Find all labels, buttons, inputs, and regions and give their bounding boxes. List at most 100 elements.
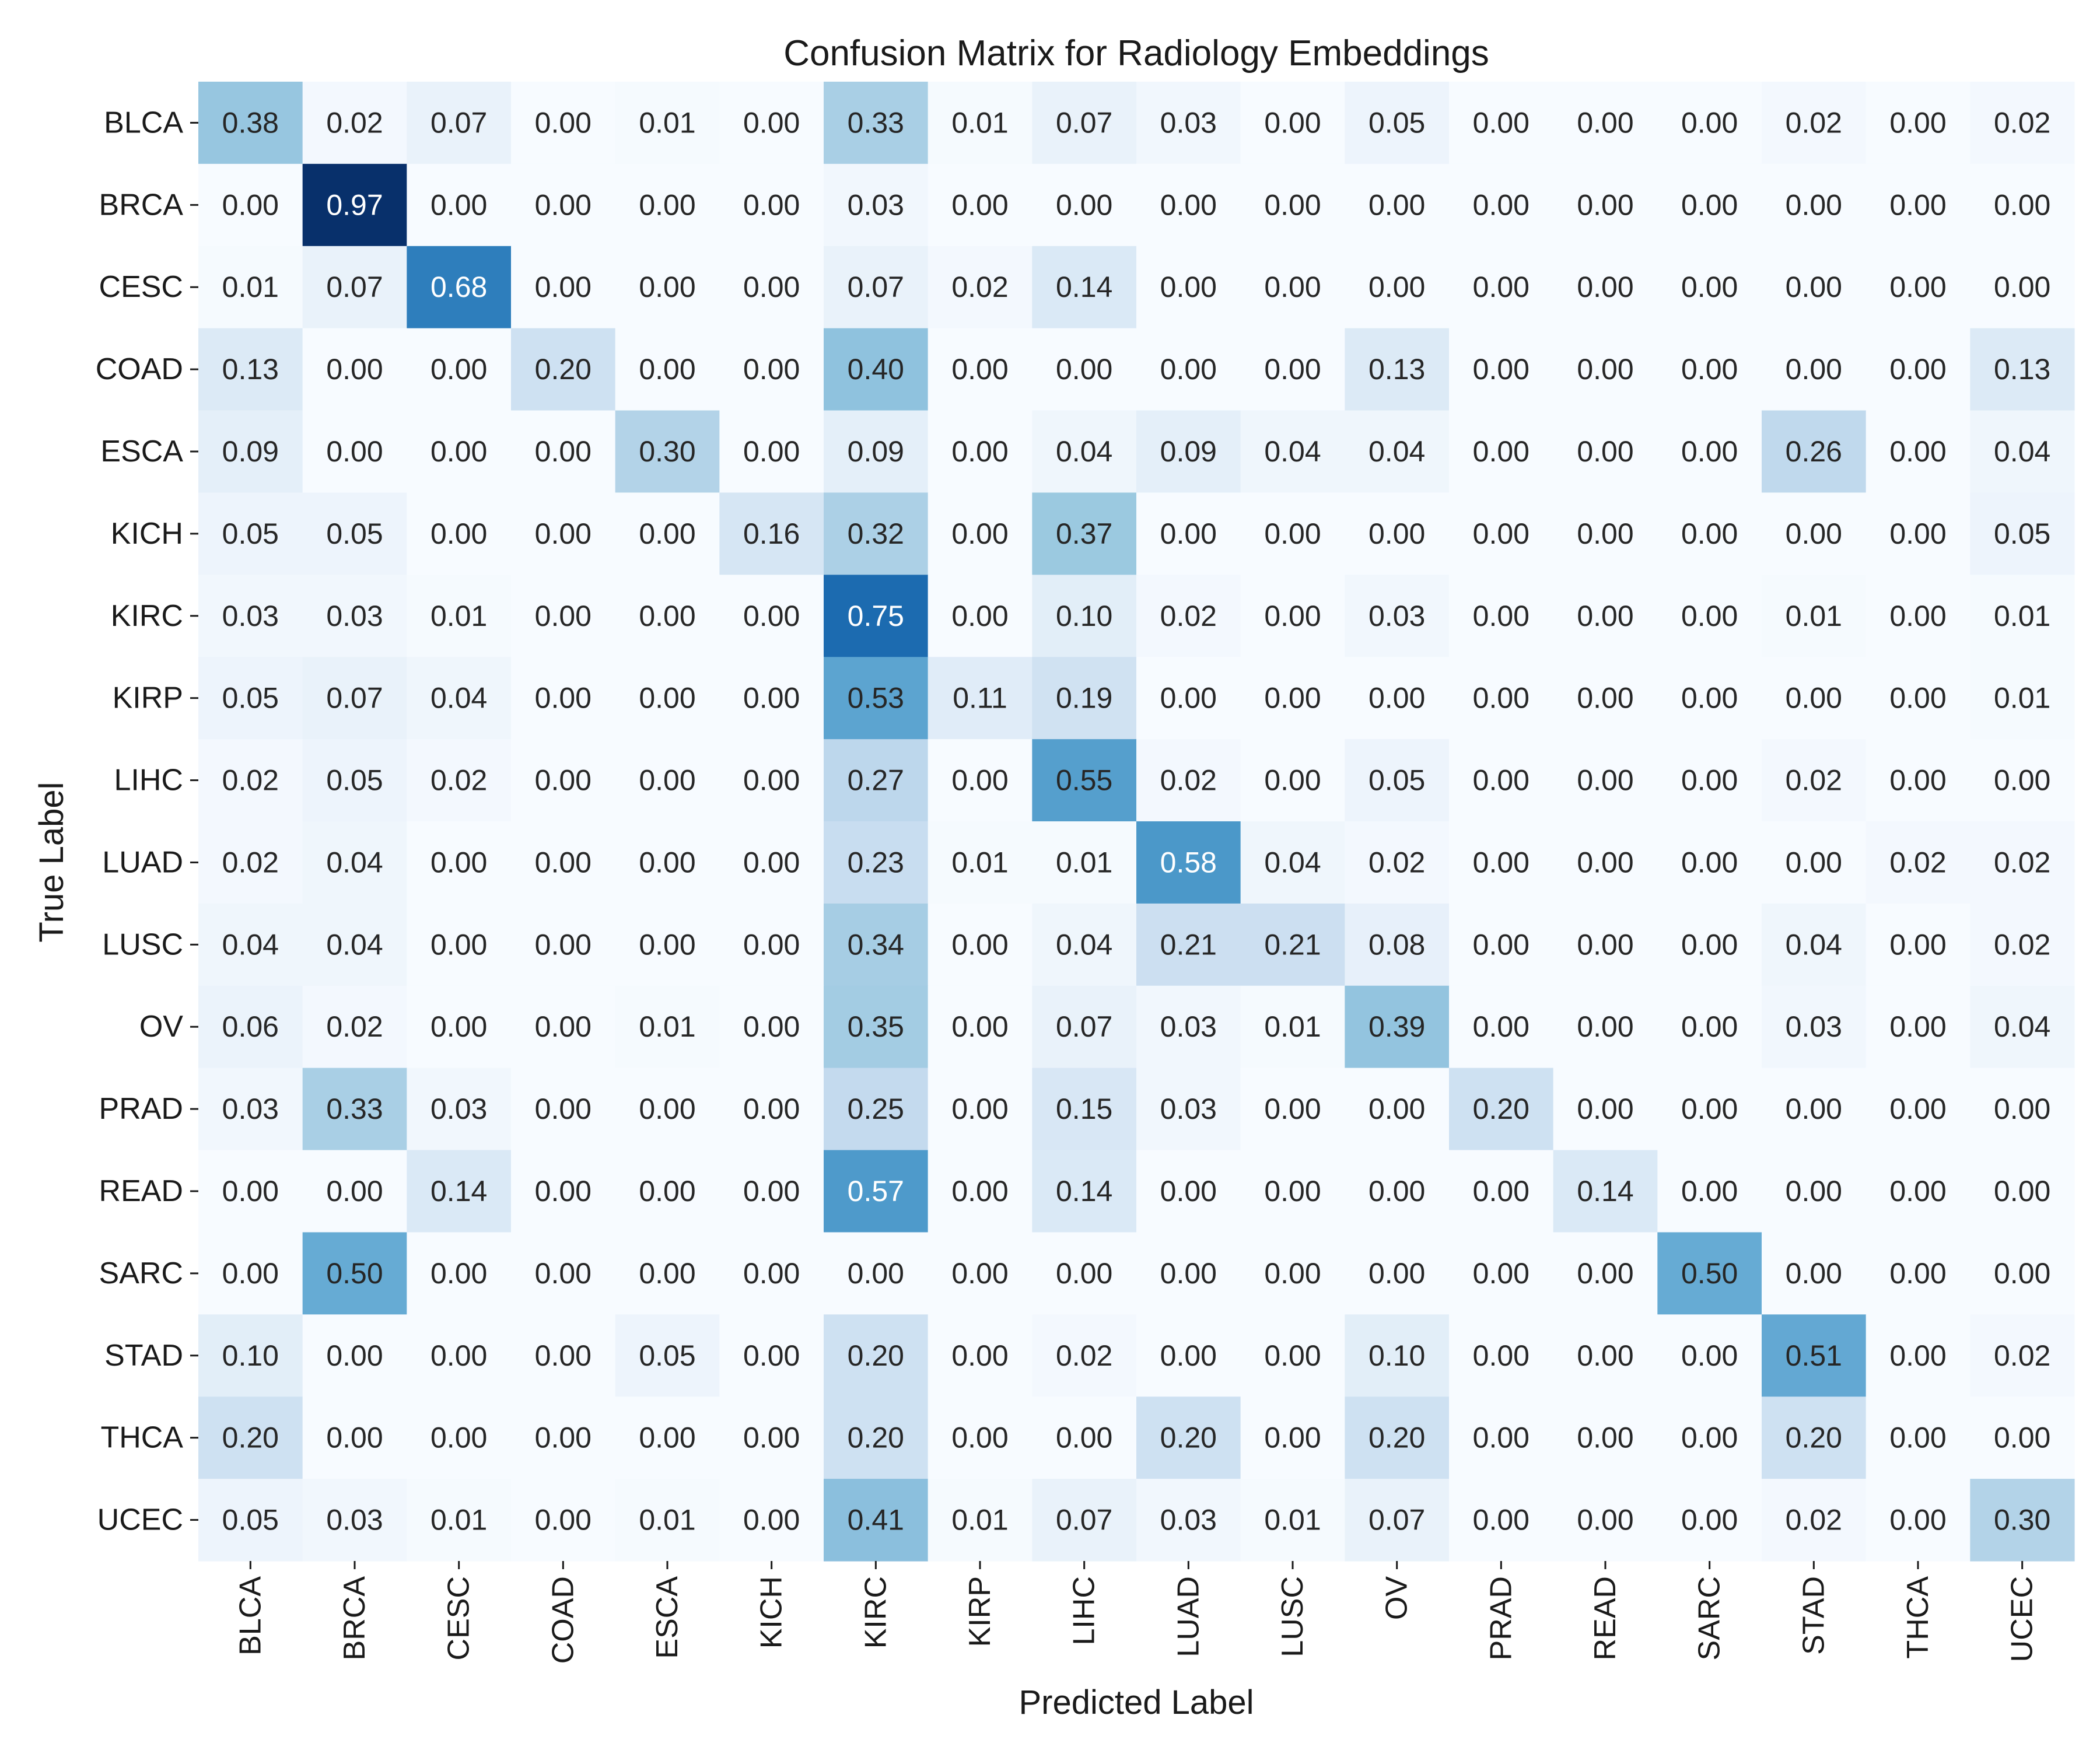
heatmap-cell-prad-prad [1449, 1068, 1554, 1151]
heatmap-cell-brca-thca [1866, 163, 1971, 247]
cell-value-label: 0.00 [1160, 1175, 1217, 1208]
heatmap-cell-kirp-prad [1449, 657, 1554, 740]
cell-value-label: 0.33 [326, 1093, 383, 1125]
cell-value-label: 0.00 [1994, 764, 2050, 797]
heatmap-cell-ucec-cesc [407, 1479, 512, 1562]
cell-value-label: 0.02 [1786, 1504, 1842, 1536]
heatmap-cell-kirc-ov [1345, 575, 1450, 657]
heatmap-cell-thca-coad [511, 1396, 616, 1479]
heatmap-cell-read-luad [1136, 1150, 1241, 1233]
heatmap-cell-kich-ucec [1970, 492, 2075, 575]
heatmap-cell-prad-kich [719, 1068, 824, 1151]
heatmap-cell-coad-kirp [928, 328, 1032, 411]
cell-value-label: 0.00 [535, 846, 592, 878]
heatmap-cell-luad-ucec [1970, 821, 2075, 904]
heatmap-cell-brca-prad [1449, 163, 1554, 247]
cell-value-label: 0.00 [1473, 928, 1530, 961]
cell-value-label: 0.00 [535, 1422, 592, 1454]
x-tick-label-blca: BLCA [233, 1576, 267, 1656]
cell-value-label: 0.20 [1473, 1093, 1530, 1125]
heatmap-cell-brca-brca [302, 163, 407, 247]
heatmap-cell-prad-sarc [1657, 1068, 1762, 1151]
heatmap-cell-ov-blca [198, 985, 303, 1069]
x-tick-label-prad: PRAD [1484, 1576, 1518, 1660]
cell-value-label: 0.00 [1889, 353, 1946, 386]
heatmap-cell-read-stad [1762, 1150, 1867, 1233]
cell-value-label: 0.00 [1577, 106, 1633, 139]
heatmap-cell-prad-ov [1345, 1068, 1450, 1151]
cell-value-label: 0.00 [1889, 682, 1946, 715]
heatmap-cell-lusc-blca [198, 903, 303, 986]
heatmap-cell-stad-esca [615, 1314, 720, 1397]
y-tick-label-kich: KICH [111, 517, 183, 551]
heatmap-cell-sarc-ucec [1970, 1232, 2075, 1315]
heatmap-cell-kirc-kich [719, 575, 824, 657]
heatmap-cell-blca-sarc [1657, 82, 1762, 164]
heatmap-cell-read-ov [1345, 1150, 1450, 1233]
heatmap-cell-blca-ucec [1970, 82, 2075, 164]
cell-value-label: 0.00 [951, 1257, 1008, 1290]
heatmap-cell-kirp-read [1553, 657, 1658, 740]
cell-value-label: 0.00 [639, 1093, 695, 1125]
heatmap-cell-lihc-cesc [407, 739, 512, 822]
x-axis-label: Predicted Label [1019, 1684, 1254, 1721]
cell-value-label: 0.00 [1473, 1339, 1530, 1372]
heatmap-cell-blca-kich [719, 82, 824, 164]
cell-value-label: 0.00 [430, 353, 487, 386]
x-axis-ticks: BLCA BRCA CESC COAD ESCA KICH KIRC KIRP LIHC LUAD… [233, 1561, 2039, 1664]
cell-value-label: 0.50 [326, 1257, 383, 1290]
heatmap-cell-coad-lusc [1240, 328, 1345, 411]
heatmap-cell-esca-lihc [1032, 410, 1137, 494]
cell-value-label: 0.10 [1056, 600, 1112, 632]
cell-value-label: 0.15 [1056, 1093, 1112, 1125]
cell-value-label: 0.00 [430, 846, 487, 878]
heatmap-cell-stad-kirc [824, 1314, 929, 1397]
cell-value-label: 0.00 [1786, 1257, 1842, 1290]
heatmap-cell-read-thca [1866, 1150, 1971, 1233]
cell-value-label: 0.00 [1889, 1257, 1946, 1290]
cell-value-label: 0.34 [848, 928, 904, 961]
heatmap-cell-esca-kirp [928, 410, 1032, 494]
cell-value-label: 0.00 [951, 1422, 1008, 1454]
cell-value-label: 0.20 [1368, 1422, 1425, 1454]
cell-value-label: 0.00 [639, 188, 695, 221]
heatmap-cell-luad-ov [1345, 821, 1450, 904]
cell-value-label: 0.00 [1681, 846, 1738, 878]
cell-value-label: 0.20 [848, 1422, 904, 1454]
heatmap-cell-kich-read [1553, 492, 1658, 575]
cell-value-label: 0.07 [1056, 1010, 1112, 1043]
cell-value-label: 0.04 [1264, 435, 1321, 468]
cell-value-label: 0.00 [1473, 353, 1530, 386]
heatmap-cell-prad-lihc [1032, 1068, 1137, 1151]
cell-value-label: 0.00 [951, 928, 1008, 961]
heatmap-cell-cesc-esca [615, 246, 720, 329]
cell-value-label: 0.00 [1368, 1257, 1425, 1290]
cell-value-label: 0.00 [535, 1339, 592, 1372]
cell-value-label: 0.00 [743, 1010, 800, 1043]
cell-value-label: 0.00 [743, 682, 800, 715]
heatmap-cell-lihc-lusc [1240, 739, 1345, 822]
cell-value-label: 0.04 [1994, 435, 2050, 468]
heatmap-cell-kirc-thca [1866, 575, 1971, 657]
heatmap-cell-blca-ov [1345, 82, 1450, 164]
cell-value-label: 0.00 [1889, 435, 1946, 468]
cell-value-label: 0.00 [639, 600, 695, 632]
heatmap-cell-ucec-blca [198, 1479, 303, 1562]
cell-value-label: 0.00 [1577, 1504, 1633, 1536]
cell-value-label: 0.02 [1889, 846, 1946, 878]
cell-value-label: 0.00 [1264, 517, 1321, 550]
heatmap-cell-cesc-prad [1449, 246, 1554, 329]
heatmap-cell-lihc-blca [198, 739, 303, 822]
cell-value-label: 0.02 [430, 764, 487, 797]
heatmap-cell-ucec-kirc [824, 1479, 929, 1562]
heatmap-cell-cesc-kich [719, 246, 824, 329]
cell-value-label: 0.00 [1056, 353, 1112, 386]
heatmap-cell-luad-thca [1866, 821, 1971, 904]
heatmap-cell-sarc-kirp [928, 1232, 1032, 1315]
heatmap-cell-ov-read [1553, 985, 1658, 1069]
cell-value-label: 0.00 [1577, 928, 1633, 961]
cell-value-label: 0.04 [1056, 928, 1112, 961]
y-tick-label-esca: ESCA [100, 435, 183, 468]
x-tick-label-stad: STAD [1797, 1576, 1831, 1655]
heatmap-cell-esca-cesc [407, 410, 512, 494]
